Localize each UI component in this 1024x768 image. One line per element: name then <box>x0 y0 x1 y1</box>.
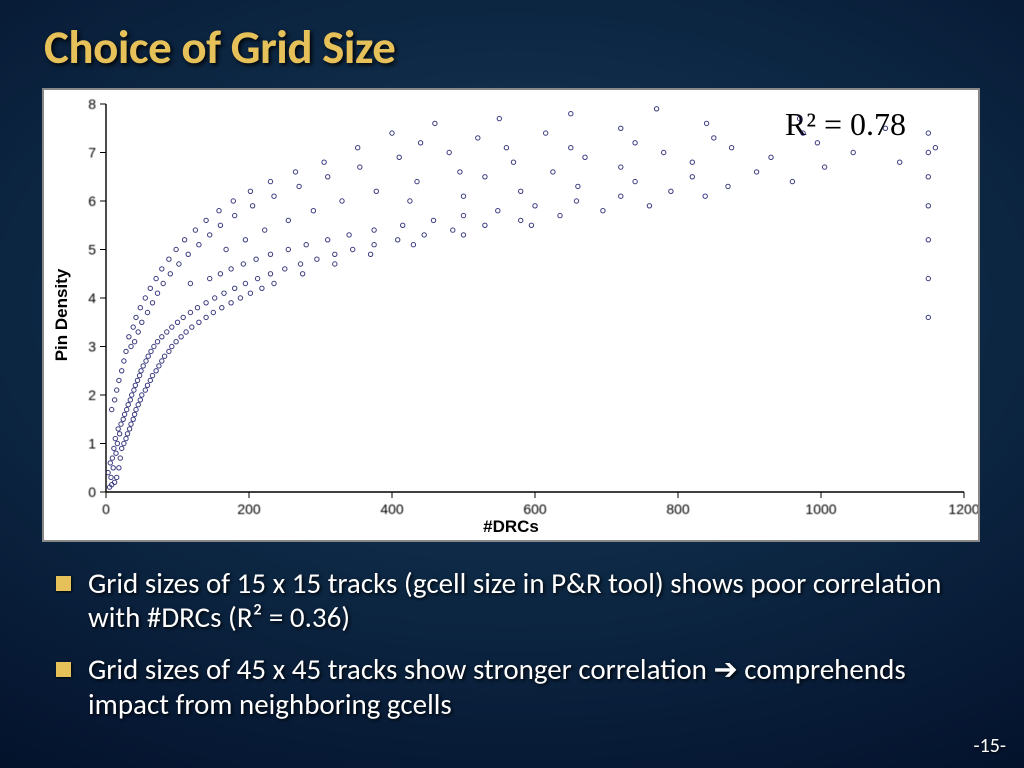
slide-title: Choice of Grid Size <box>44 18 980 76</box>
svg-text:6: 6 <box>88 193 96 209</box>
svg-text:0: 0 <box>102 501 110 517</box>
bullet-item: Grid sizes of 15 x 15 tracks (gcell size… <box>52 566 980 634</box>
scatter-chart: Pin Density #DRCs R² = 0.78 012345678020… <box>42 88 980 542</box>
svg-text:1000: 1000 <box>805 501 836 517</box>
page-number: -15- <box>973 734 1006 758</box>
svg-text:2: 2 <box>88 387 96 403</box>
svg-text:5: 5 <box>88 242 96 258</box>
svg-text:1200: 1200 <box>948 501 978 517</box>
chart-svg: 0 1 2 3 4 5 6 7 8 0 200 400 600 800 1000 1200 <box>44 90 978 540</box>
bullet-list: Grid sizes of 15 x 15 tracks (gcell size… <box>52 566 980 721</box>
svg-text:0: 0 <box>88 484 96 500</box>
svg-text:3: 3 <box>88 339 96 355</box>
svg-text:1: 1 <box>88 436 96 452</box>
svg-text:400: 400 <box>380 501 404 517</box>
svg-text:8: 8 <box>88 96 96 112</box>
svg-text:4: 4 <box>88 290 96 306</box>
bullet-item: Grid sizes of 45 x 45 tracks show strong… <box>52 652 980 720</box>
svg-text:800: 800 <box>666 501 690 517</box>
svg-text:600: 600 <box>523 501 547 517</box>
svg-text:200: 200 <box>237 501 261 517</box>
svg-text:7: 7 <box>88 145 96 161</box>
slide-root: Choice of Grid Size Pin Density #DRCs R²… <box>0 0 1024 768</box>
